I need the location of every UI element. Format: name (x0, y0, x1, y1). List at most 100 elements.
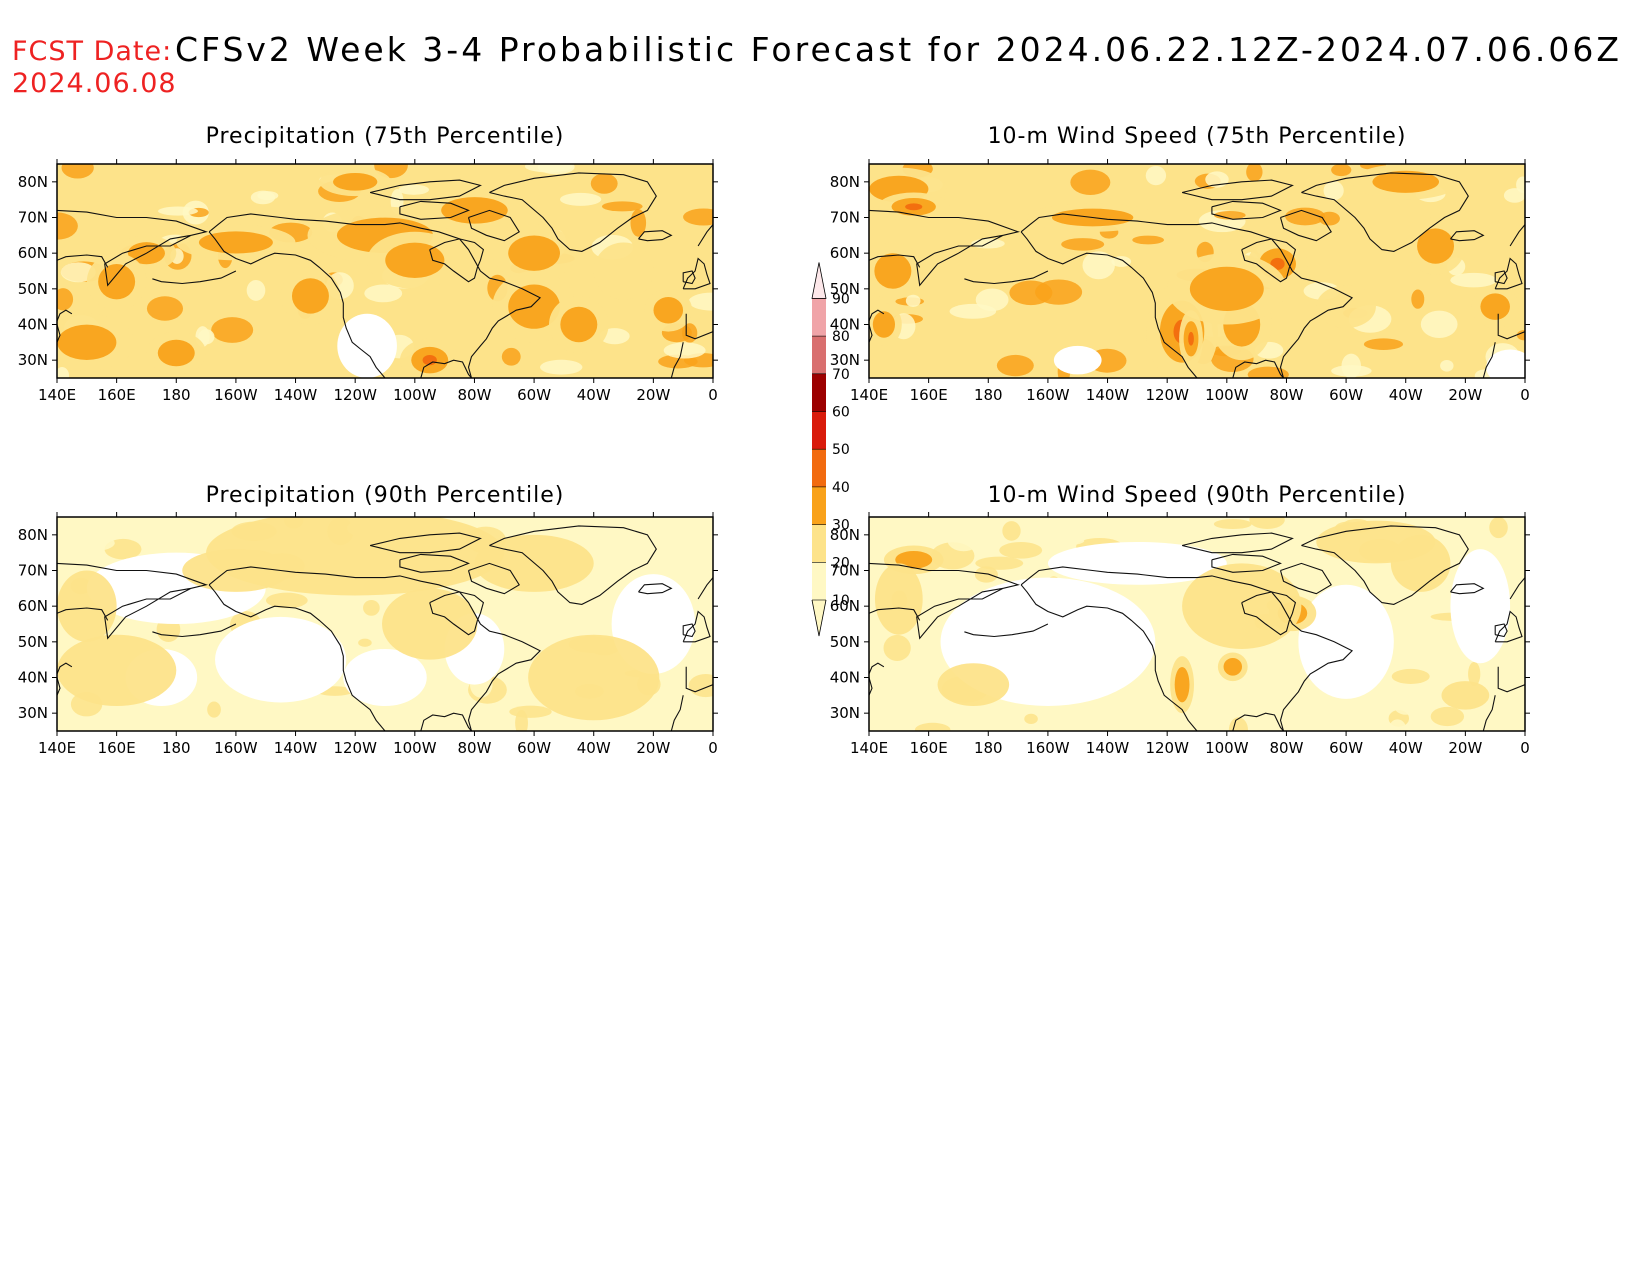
lon-tick-label: 180 (162, 386, 191, 404)
lat-tick-label: 30N (830, 704, 860, 722)
lon-tick-label: 180 (162, 739, 191, 757)
coastline (1509, 577, 1525, 600)
coastline (869, 677, 873, 696)
probability-colorbar: 10 20 30 40 50 60 70 80 90 (811, 262, 850, 637)
coastline (869, 209, 1021, 287)
colorbar-label: 60 (832, 405, 850, 421)
map-frame (868, 516, 1526, 732)
lat-tick-label: 60N (18, 244, 48, 262)
coastline (369, 179, 482, 201)
coastline (964, 270, 1049, 285)
coastline (1020, 584, 1198, 731)
lon-tick-label: 80W (1269, 739, 1303, 757)
colorbar-lower-extension (811, 599, 827, 637)
coastline (1241, 591, 1297, 636)
coastline (208, 231, 386, 378)
coastline (57, 254, 109, 268)
coastline (1181, 532, 1294, 554)
lon-tick-label: 140E (850, 739, 888, 757)
colorbar-label: 30 (832, 518, 850, 534)
coastline (869, 562, 1021, 640)
lon-tick-label: 100W (1205, 386, 1249, 404)
coastline (1301, 172, 1469, 252)
coastline (57, 209, 209, 287)
coastline (1497, 666, 1525, 693)
coastline (869, 254, 921, 268)
coastline (1020, 231, 1198, 378)
colorbar-upper-extension (811, 262, 827, 299)
fcst-date-value: 2024.06.08 (12, 68, 177, 99)
lat-tick-label: 70N (830, 562, 860, 580)
lon-tick-label: 0 (1520, 739, 1530, 757)
coastline-layer (869, 172, 1525, 378)
colorbar-label: 90 (832, 291, 850, 307)
coastline (1181, 179, 1294, 201)
lat-tick-label: 60N (830, 597, 860, 615)
lat-tick-label: 40N (830, 316, 860, 334)
lon-tick-label: 160E (98, 386, 136, 404)
lon-tick-label: 140W (1086, 739, 1130, 757)
panel-title-precip-90: Precipitation (90th Percentile) (205, 483, 565, 508)
lat-tick-label: 30N (18, 351, 48, 369)
coastline (638, 583, 673, 595)
lon-tick-label: 160E (910, 739, 948, 757)
coastline (1494, 610, 1523, 643)
lon-tick-label: 140W (274, 739, 318, 757)
coastline (152, 623, 237, 638)
lon-tick-label: 160W (1026, 739, 1070, 757)
lon-tick-label: 120W (1145, 739, 1189, 757)
lon-tick-label: 140E (38, 739, 76, 757)
coastline (57, 562, 209, 640)
coastline (638, 230, 673, 242)
lon-tick-label: 40W (1389, 386, 1423, 404)
lon-tick-label: 60W (517, 386, 551, 404)
colorbar-label: 70 (832, 367, 850, 383)
coastline (399, 553, 470, 573)
coastline (697, 577, 713, 600)
figure-header: FCST Date: CFSv2 Week 3-4 Probabilistic … (12, 30, 1642, 100)
lon-tick-label: 140E (850, 386, 888, 404)
colorbar-label: 10 (832, 593, 850, 609)
coastline (369, 532, 482, 554)
lon-tick-label: 60W (517, 739, 551, 757)
coastline (1494, 270, 1508, 285)
coastline (869, 324, 873, 343)
lon-tick-label: 40W (577, 739, 611, 757)
lon-tick-label: 100W (393, 739, 437, 757)
coastline (57, 309, 73, 322)
lon-tick-label: 140W (274, 386, 318, 404)
lat-tick-label: 80N (18, 173, 48, 191)
lat-tick-label: 80N (18, 526, 48, 544)
coastline (489, 172, 657, 252)
lat-tick-label: 50N (18, 633, 48, 651)
lat-tick-label: 50N (830, 280, 860, 298)
lat-tick-label: 30N (830, 351, 860, 369)
coastline (1020, 566, 1354, 731)
coastline (869, 309, 885, 322)
lon-tick-label: 140W (1086, 386, 1130, 404)
field-layer (57, 517, 713, 731)
coastline-layer (57, 525, 713, 731)
coastline (1509, 224, 1525, 247)
lat-tick-label: 70N (18, 562, 48, 580)
lon-tick-label: 0 (708, 739, 718, 757)
map-wind-90: 80N 70N 60N 50N 40N 30N 140E 160E 180 160W 140W 120… (830, 512, 1530, 757)
panel-title-wind-90: 10-m Wind Speed (90th Percentile) (987, 483, 1407, 508)
coastline (57, 677, 61, 696)
coastline-layer (869, 525, 1525, 731)
coastline (1482, 695, 1496, 731)
coastline (429, 238, 485, 283)
coastline (467, 562, 520, 595)
coastline (697, 224, 713, 247)
lon-tick-label: 160W (214, 739, 258, 757)
coastline (489, 525, 657, 605)
colorbar-label: 80 (832, 329, 850, 345)
coastline (869, 607, 921, 621)
field-layer (869, 517, 1525, 731)
lon-tick-label: 180 (974, 739, 1003, 757)
coastline (420, 359, 472, 378)
lat-tick-label: 80N (830, 526, 860, 544)
lat-tick-label: 40N (18, 669, 48, 687)
coastline (1482, 342, 1496, 378)
coastline (682, 623, 696, 638)
